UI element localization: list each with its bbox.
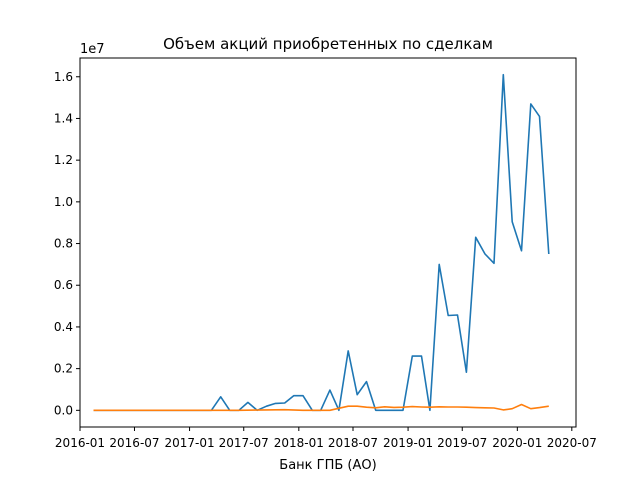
x-tick-label: 2017-01 bbox=[164, 436, 214, 450]
series-line-2 bbox=[93, 403, 549, 412]
y-tick-label: 1.2 bbox=[54, 153, 73, 167]
x-axis-ticks: 2016-01 2016-07 2017-01 2017-07 2018-01 2018-… bbox=[55, 427, 597, 450]
y-multiplier-label: 1e7 bbox=[80, 42, 105, 57]
y-tick-label: 0.6 bbox=[54, 278, 73, 292]
y-tick-label: 1.0 bbox=[54, 195, 73, 209]
x-tick-label: 2018-01 bbox=[274, 436, 324, 450]
x-tick-label: 2017-07 bbox=[219, 436, 269, 450]
x-tick-label: 2019-07 bbox=[437, 436, 487, 450]
x-axis-label: Банк ГПБ (АО) bbox=[279, 458, 376, 473]
x-tick-label: 2016-01 bbox=[55, 436, 105, 450]
x-tick-label: 2018-07 bbox=[328, 436, 378, 450]
series-line-1 bbox=[93, 73, 550, 412]
x-tick-label: 2020-01 bbox=[492, 436, 542, 450]
x-tick-label: 2019-01 bbox=[383, 436, 433, 450]
chart-title: Объем акций приобретенных по сделкам bbox=[163, 35, 493, 53]
y-tick-label: 1.4 bbox=[54, 111, 73, 125]
y-tick-label: 1.6 bbox=[54, 70, 73, 84]
y-tick-label: 0.0 bbox=[54, 403, 73, 417]
plot-area bbox=[79, 57, 577, 428]
axes-frame bbox=[79, 57, 577, 428]
series-layer bbox=[93, 73, 550, 412]
x-tick-label: 2020-07 bbox=[547, 436, 597, 450]
x-tick-label: 2016-07 bbox=[109, 436, 159, 450]
y-tick-label: 0.8 bbox=[54, 237, 73, 251]
y-axis-ticks: 0.0 0.2 0.4 0.6 0.8 1.0 1.2 1.4 1.6 bbox=[54, 70, 80, 417]
y-tick-label: 0.4 bbox=[54, 320, 73, 334]
y-tick-label: 0.2 bbox=[54, 362, 73, 376]
